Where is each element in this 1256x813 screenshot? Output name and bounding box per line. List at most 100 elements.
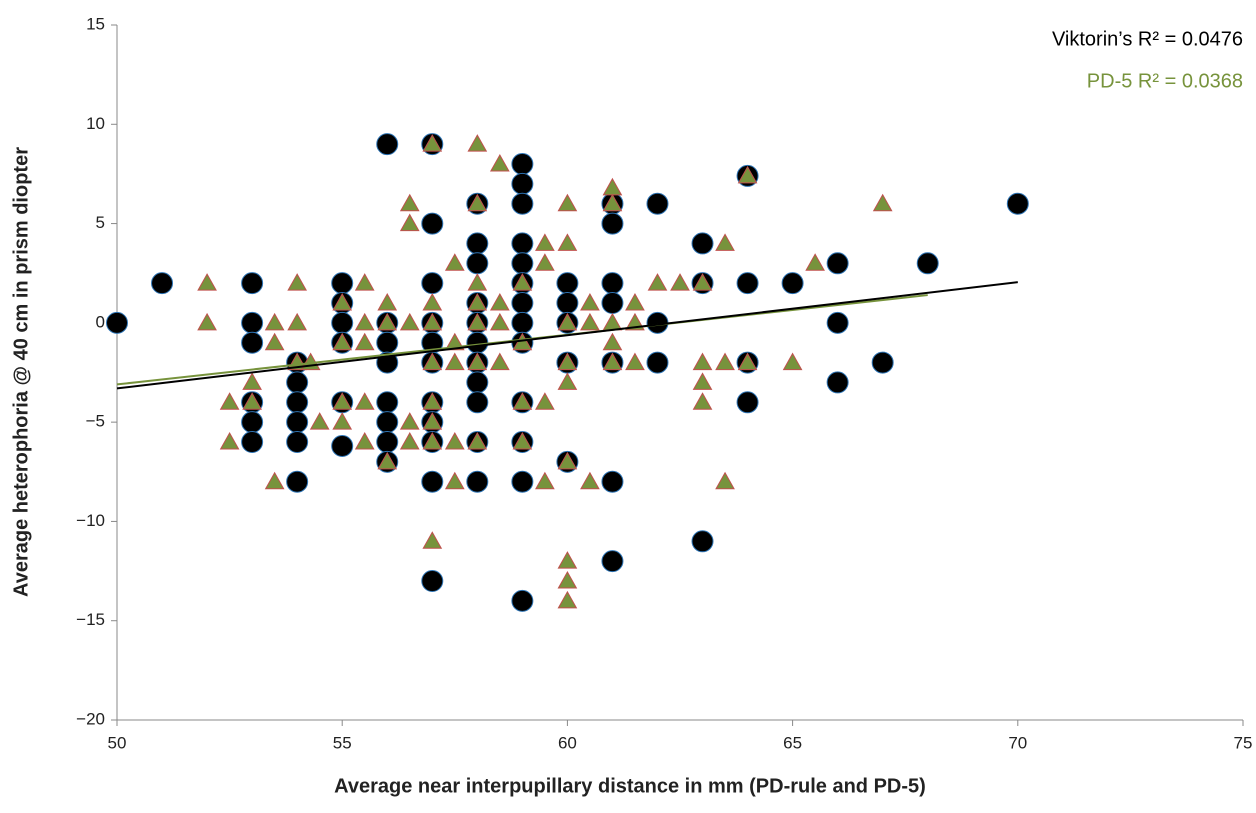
point — [377, 312, 398, 331]
point — [421, 570, 444, 592]
point — [421, 212, 444, 235]
point — [354, 332, 375, 351]
point — [467, 193, 488, 212]
point — [377, 451, 398, 470]
point — [670, 273, 690, 291]
point — [219, 392, 240, 410]
point — [286, 391, 309, 414]
point — [264, 471, 285, 490]
point — [556, 272, 579, 295]
x-axis-title: Average near interpupillary distance in … — [334, 775, 926, 797]
point — [377, 292, 398, 311]
point — [557, 551, 578, 569]
point — [422, 392, 443, 410]
point — [286, 411, 309, 434]
point — [106, 311, 128, 334]
point — [511, 292, 534, 314]
point — [287, 312, 308, 331]
point — [601, 292, 624, 314]
point — [467, 352, 488, 371]
point — [421, 272, 444, 295]
point — [466, 331, 489, 354]
annotation: PD-5 R² = 0.0368 — [1087, 70, 1243, 92]
point — [736, 272, 759, 295]
point — [557, 312, 578, 331]
point — [736, 391, 759, 414]
point — [782, 352, 803, 371]
point — [557, 352, 578, 371]
point — [691, 232, 714, 255]
point — [715, 233, 735, 251]
point — [354, 392, 375, 410]
point — [444, 471, 465, 490]
point — [826, 252, 849, 275]
point — [399, 312, 420, 331]
point — [871, 351, 894, 374]
point — [331, 311, 354, 334]
point — [332, 392, 353, 410]
point — [264, 312, 285, 331]
point — [511, 172, 534, 195]
point — [376, 411, 399, 434]
point — [737, 165, 758, 184]
point — [422, 134, 443, 152]
point — [399, 412, 420, 430]
point — [556, 292, 579, 314]
point — [197, 273, 217, 291]
point — [219, 431, 240, 450]
point — [422, 312, 443, 331]
point — [422, 531, 443, 549]
y-tick-label: 0 — [96, 312, 105, 331]
x-tick-label: 60 — [558, 733, 577, 752]
point — [197, 312, 217, 331]
point — [422, 292, 443, 311]
point — [399, 213, 420, 232]
point — [489, 312, 510, 331]
point — [781, 272, 804, 295]
point — [692, 372, 713, 390]
point — [511, 589, 534, 612]
point — [872, 193, 893, 212]
point — [602, 312, 623, 331]
point — [826, 371, 849, 394]
y-tick-label: 5 — [96, 213, 105, 232]
point — [535, 233, 555, 251]
point — [826, 311, 849, 334]
point — [466, 232, 489, 255]
point — [466, 371, 489, 394]
point — [332, 292, 353, 311]
point — [535, 471, 555, 490]
point — [376, 431, 399, 453]
point — [422, 431, 443, 450]
point — [625, 292, 645, 311]
point — [444, 431, 465, 450]
point — [625, 352, 645, 371]
point — [444, 352, 465, 371]
x-tick-label: 55 — [333, 733, 352, 752]
point — [467, 273, 488, 291]
point — [241, 431, 264, 453]
point — [692, 352, 713, 371]
point — [511, 192, 534, 215]
point — [354, 431, 375, 450]
y-tick-label: −10 — [76, 511, 105, 530]
point — [557, 372, 578, 390]
point — [466, 470, 489, 493]
point — [511, 470, 534, 493]
point — [331, 434, 354, 457]
point — [444, 253, 465, 271]
point — [467, 312, 488, 331]
point — [421, 470, 444, 493]
point — [601, 272, 624, 295]
point — [287, 273, 308, 291]
point — [489, 352, 510, 371]
point — [376, 133, 399, 156]
point — [466, 252, 489, 275]
point — [602, 177, 623, 196]
point — [602, 332, 623, 351]
point — [916, 252, 939, 275]
point — [264, 332, 285, 351]
y-tick-label: −20 — [76, 709, 105, 728]
point — [557, 570, 578, 589]
